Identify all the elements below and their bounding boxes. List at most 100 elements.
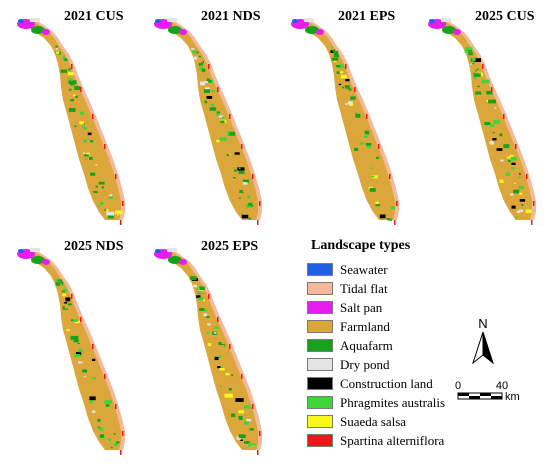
phragmites-patch [206,331,209,334]
phragmites-patch [220,366,223,369]
map-panel-2021-nds: 2021 NDS [141,2,266,227]
aquafarm-patch [305,26,319,34]
aquafarm-patch [206,316,210,318]
phragmites-patch [80,111,85,115]
spartina-patch [104,144,106,149]
dry-pond-patch [510,193,514,196]
aquafarm-patch [226,154,230,156]
aquafarm-patch [75,95,78,98]
dry-pond-patch [167,248,177,252]
farmland-patch [379,171,385,175]
dry-pond-patch [106,211,114,216]
phragmites-patch [464,48,469,53]
map-panel-2025-nds: 2025 NDS [4,232,129,457]
map-panel-2025-cus: 2025 CUS [415,2,540,227]
legend-title: Landscape types [311,238,411,253]
phragmites-patch [219,137,227,141]
farmland-zone [20,20,121,220]
aquafarm-patch [208,80,212,83]
spartina-patch [396,201,398,206]
aquafarm-patch [472,63,475,65]
aquafarm-patch [55,282,63,286]
dry-pond-patch [199,81,205,86]
farmland-patch [64,305,72,309]
spartina-patch [531,220,533,225]
spartina-patch [217,317,219,322]
dry-pond-patch [83,152,86,154]
phragmites-patch [243,421,249,425]
phragmites-patch [216,113,220,116]
construction-patch [75,352,82,356]
construction-patch [206,96,213,99]
salt-pan-patch [42,29,50,35]
spartina-patch [345,64,347,69]
dry-pond-patch [30,248,40,252]
phragmites-patch [511,167,515,170]
spartina-patch [257,450,259,455]
legend-label: Tidal flat [340,281,388,296]
construction-patch [91,358,96,361]
map-panel-2025-eps: 2025 EPS [141,232,266,457]
aquafarm-patch [388,218,393,221]
aquafarm-patch [68,68,71,71]
farmland-patch [196,59,203,63]
phragmites-patch [82,126,85,128]
aquafarm-patch [332,49,335,52]
suaeda-patch [513,182,516,184]
construction-patch [63,302,68,304]
phragmites-patch [199,67,204,71]
farmland-patch [250,444,257,448]
aquafarm-patch [90,140,94,143]
farmland-patch [387,211,391,214]
farmland-patch [84,148,91,153]
aquafarm-patch [68,108,76,112]
phragmites-patch [481,79,490,84]
scale-end-label: 40 [496,380,508,392]
dry-pond-patch [193,56,199,60]
spartina-patch [104,374,106,379]
dry-pond-patch [204,81,209,83]
construction-patch [235,398,244,402]
aquafarm-patch [333,54,340,58]
aquafarm-patch [239,189,243,193]
suaeda-patch [85,152,90,156]
spartina-patch [208,294,210,299]
legend-label: Suaeda salsa [340,414,407,429]
farmland-patch [358,118,362,121]
construction-patch [330,50,334,53]
phragmites-patch [67,77,71,80]
construction-patch [234,152,240,155]
legend-label: Construction land [340,376,433,391]
dry-pond-patch [203,313,207,317]
dry-pond-patch [500,159,504,162]
aquafarm-patch [476,68,479,70]
farmland-patch [90,165,94,167]
farmland-patch [378,177,384,180]
spartina-patch [71,64,73,69]
phragmites-patch [103,190,106,193]
dry-pond-patch [91,410,96,413]
legend-item-aquafarm: Aquafarm [307,338,477,354]
spartina-patch [366,114,368,119]
aquafarm-patch [198,55,201,58]
phragmites-patch [69,78,73,81]
dry-pond-patch [304,18,314,22]
dry-pond-patch [83,375,86,378]
aquafarm-patch [105,404,110,407]
aquafarm-patch [468,52,473,56]
aquafarm-patch [238,434,246,439]
aquafarm-patch [331,57,339,61]
legend-item-spartina-alterniflora: Spartina alterniflora [307,433,477,449]
construction-patch [338,83,342,86]
farmland-patch [57,56,61,59]
aquafarm-patch [488,99,496,104]
farmland-patch [56,275,60,278]
legend-label: Seawater [340,262,388,277]
aquafarm-patch [67,303,72,307]
phragmites-patch [108,196,113,199]
farmland-patch [97,184,102,188]
construction-patch [214,356,219,361]
farmland-patch [99,404,106,408]
suaeda-patch [225,372,230,376]
aquafarm-patch [199,286,205,290]
